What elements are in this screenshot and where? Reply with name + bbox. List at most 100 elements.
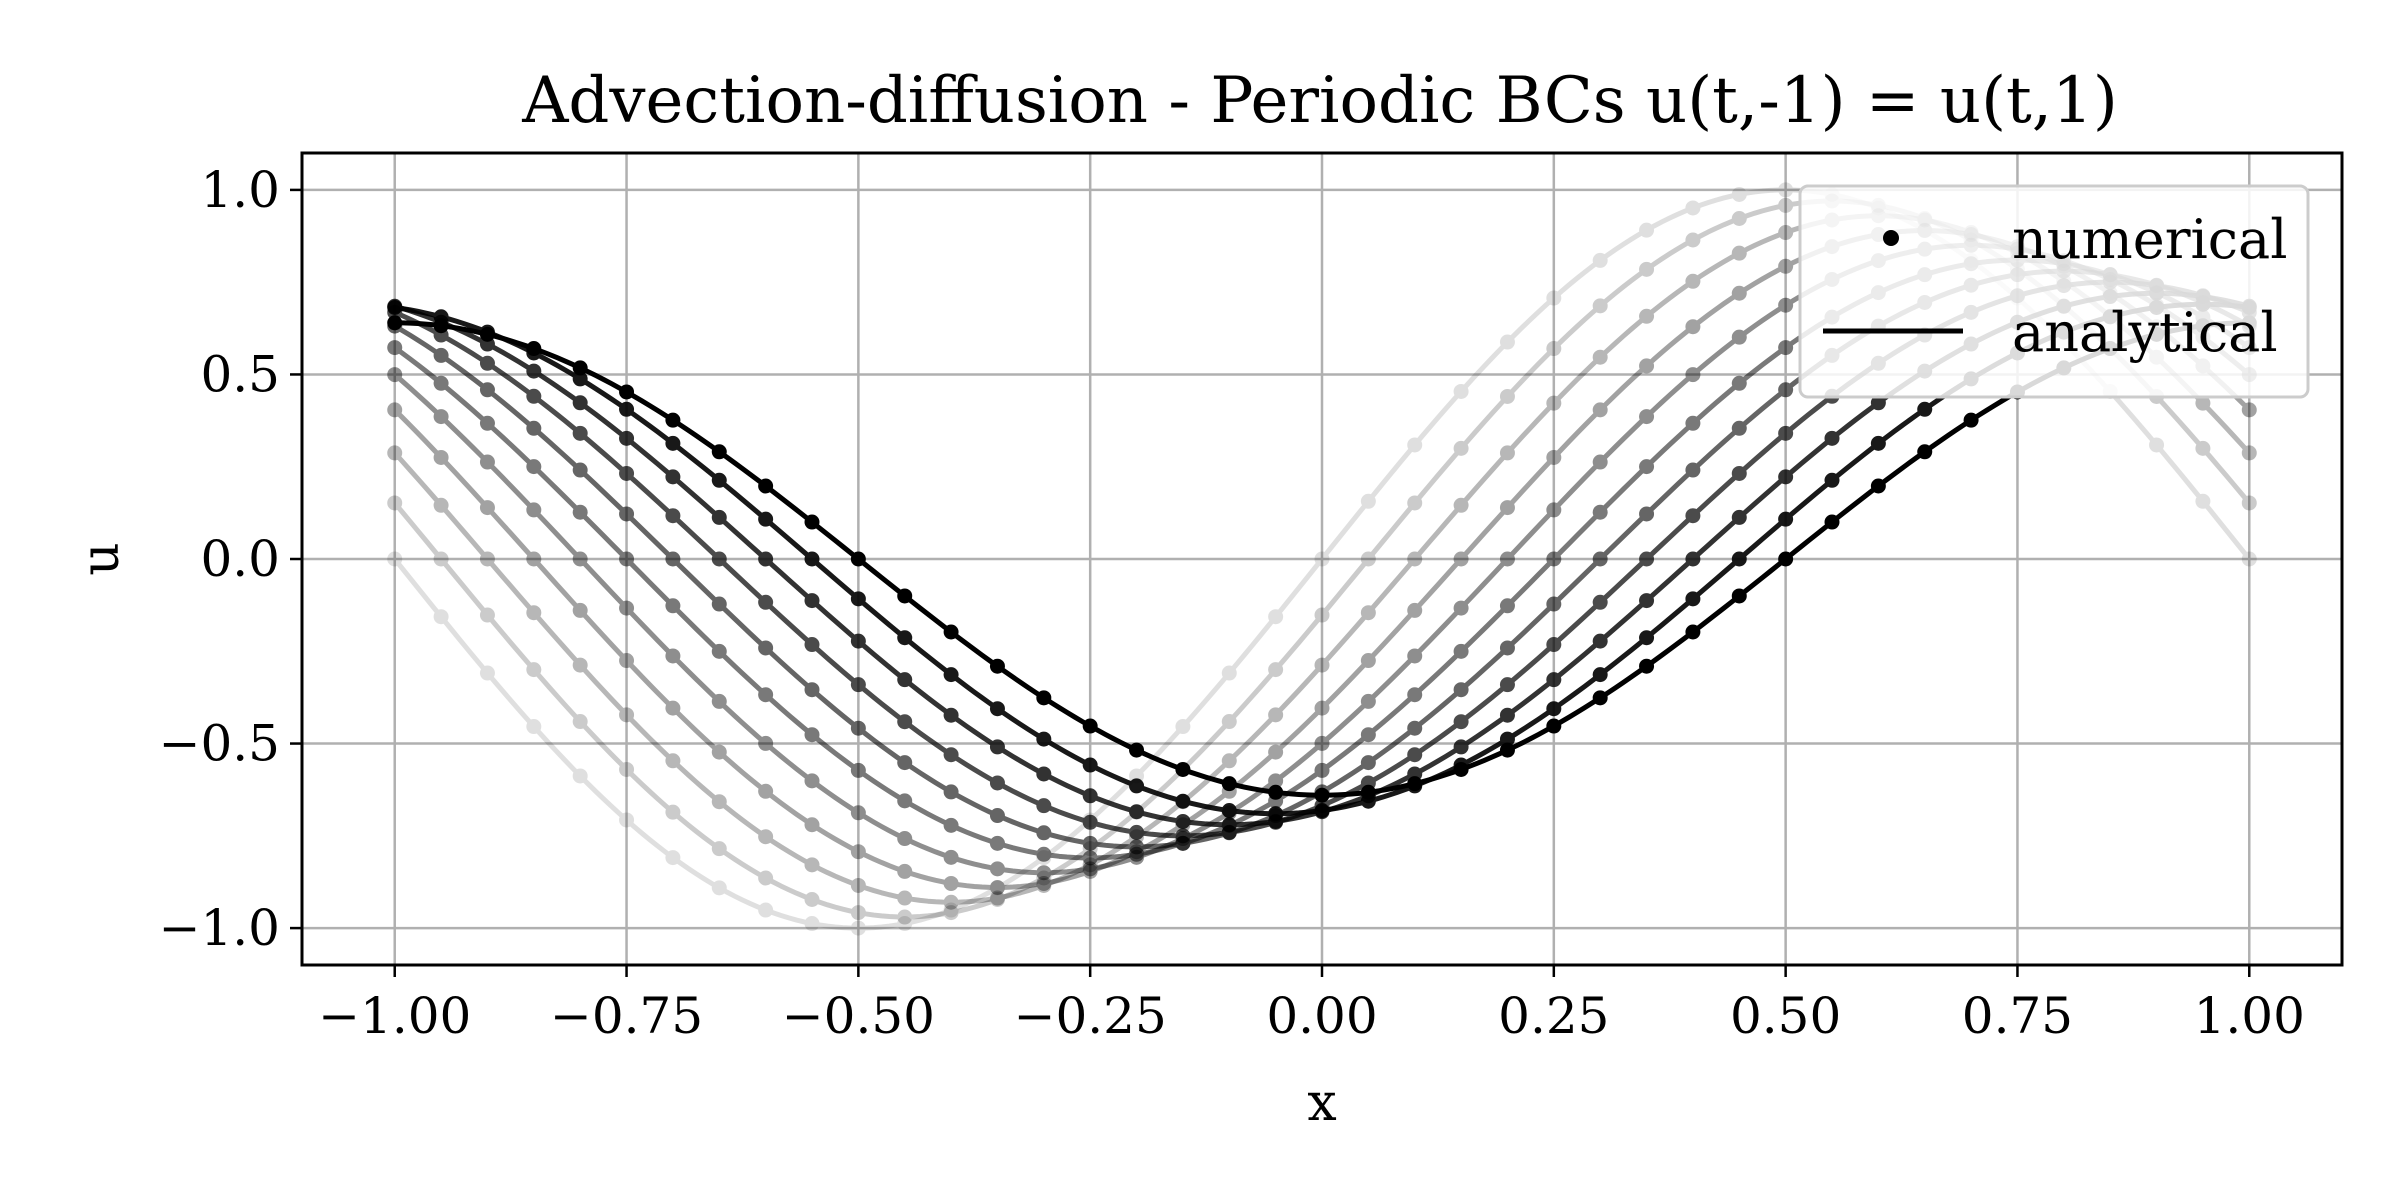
numerical-point — [758, 594, 774, 610]
numerical-point — [1221, 714, 1237, 730]
numerical-point — [2241, 551, 2257, 567]
numerical-point — [1221, 753, 1237, 769]
numerical-point — [1036, 731, 1052, 747]
numerical-point — [711, 444, 727, 460]
numerical-point — [433, 409, 449, 425]
numerical-point — [2149, 437, 2165, 453]
numerical-point — [1592, 298, 1608, 314]
numerical-point — [1592, 667, 1608, 683]
numerical-point — [1360, 653, 1376, 669]
numerical-point — [665, 700, 681, 716]
numerical-point — [1175, 813, 1191, 829]
numerical-point — [1407, 648, 1423, 664]
numerical-point — [665, 804, 681, 820]
numerical-point — [572, 602, 588, 618]
numerical-point — [758, 551, 774, 567]
numerical-point — [943, 894, 959, 910]
numerical-point — [572, 504, 588, 520]
numerical-point — [758, 735, 774, 751]
numerical-point — [1639, 308, 1655, 324]
numerical-point — [1499, 598, 1515, 614]
numerical-point — [1546, 701, 1562, 717]
numerical-point — [433, 449, 449, 465]
numerical-point — [1778, 182, 1794, 198]
numerical-point — [1731, 420, 1747, 436]
numerical-point — [989, 701, 1005, 717]
numerical-point — [1221, 776, 1237, 792]
numerical-point — [897, 630, 913, 646]
numerical-point — [758, 870, 774, 886]
numerical-point — [1592, 504, 1608, 520]
numerical-point — [665, 508, 681, 524]
numerical-point — [572, 768, 588, 784]
numerical-point — [897, 909, 913, 925]
numerical-point — [1082, 718, 1098, 734]
numerical-point — [1036, 877, 1052, 893]
numerical-point — [1592, 633, 1608, 649]
legend-label-numerical: numerical — [2012, 208, 2288, 271]
series-10 — [387, 315, 2257, 803]
numerical-point — [1082, 850, 1098, 866]
numerical-point — [1314, 762, 1330, 778]
x-tick-label: 0.25 — [1498, 987, 1609, 1045]
numerical-point — [711, 472, 727, 488]
numerical-point — [1870, 435, 1886, 451]
numerical-point — [1407, 720, 1423, 736]
x-tick-label: −0.25 — [1014, 987, 1167, 1045]
numerical-point — [1546, 637, 1562, 653]
numerical-point — [665, 753, 681, 769]
numerical-point — [1499, 551, 1515, 567]
numerical-point — [711, 744, 727, 760]
numerical-point — [1082, 835, 1098, 851]
numerical-point — [1639, 261, 1655, 277]
numerical-point — [758, 511, 774, 527]
numerical-point — [804, 551, 820, 567]
numerical-point — [619, 465, 635, 481]
numerical-point — [526, 662, 542, 678]
numerical-point — [1731, 509, 1747, 525]
numerical-point — [1546, 341, 1562, 357]
numerical-point — [1129, 778, 1145, 794]
numerical-point — [943, 849, 959, 865]
numerical-point — [1036, 875, 1052, 891]
numerical-point — [850, 905, 866, 921]
numerical-point — [1407, 687, 1423, 703]
numerical-point — [1407, 437, 1423, 453]
numerical-point — [1639, 409, 1655, 425]
numerical-point — [387, 367, 403, 383]
y-tick-label: 0.0 — [200, 530, 280, 588]
numerical-point — [711, 693, 727, 709]
numerical-point — [1592, 454, 1608, 470]
numerical-point — [1360, 784, 1376, 800]
numerical-point — [1639, 506, 1655, 522]
numerical-point — [1778, 258, 1794, 274]
numerical-point — [619, 401, 635, 417]
chart-title: Advection-diffusion - Periodic BCs u(t,-… — [521, 64, 2118, 138]
numerical-point — [1685, 624, 1701, 640]
x-tick-label: 0.50 — [1730, 987, 1841, 1045]
numerical-point — [665, 850, 681, 866]
numerical-point — [711, 509, 727, 525]
numerical-point — [526, 502, 542, 518]
numerical-point — [989, 879, 1005, 895]
numerical-point — [1778, 225, 1794, 241]
numerical-point — [758, 829, 774, 845]
numerical-point — [1221, 803, 1237, 819]
numerical-point — [1778, 297, 1794, 313]
numerical-point — [387, 495, 403, 511]
numerical-point — [526, 551, 542, 567]
numerical-point — [665, 469, 681, 485]
numerical-point — [433, 347, 449, 363]
numerical-point — [1314, 551, 1330, 567]
numerical-point — [897, 755, 913, 771]
numerical-point — [943, 875, 959, 891]
numerical-point — [897, 863, 913, 879]
numerical-point — [1036, 825, 1052, 841]
numerical-point — [804, 916, 820, 932]
numerical-point — [1082, 814, 1098, 830]
numerical-point — [1639, 551, 1655, 567]
numerical-point — [1036, 846, 1052, 862]
numerical-point — [665, 551, 681, 567]
numerical-point — [1453, 682, 1469, 698]
